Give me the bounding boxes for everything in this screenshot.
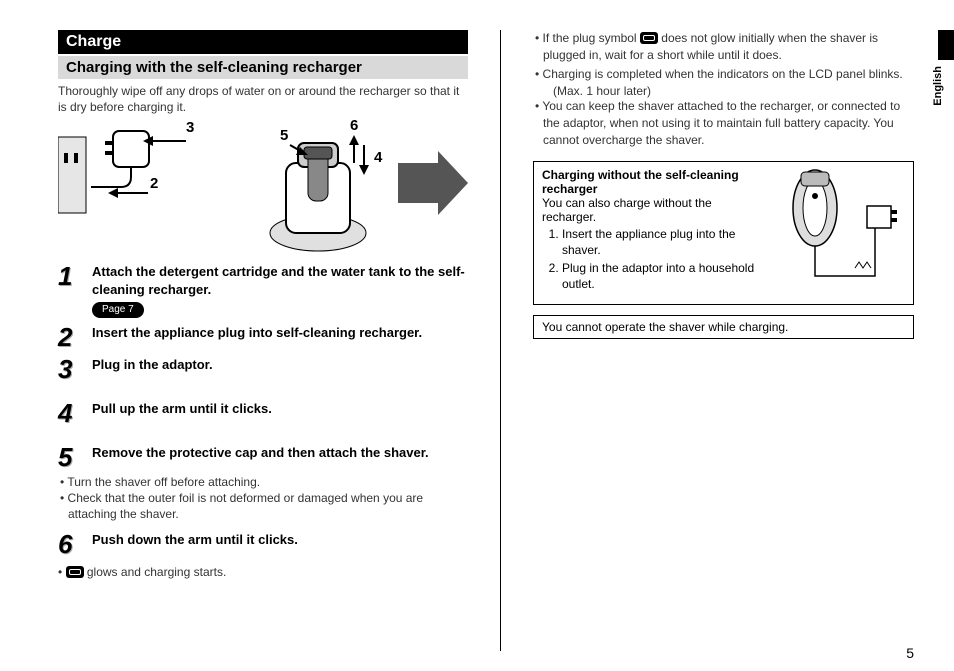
page: Charge Charging with the self-cleaning r… bbox=[0, 0, 954, 671]
step-5: 5 Remove the protective cap and then att… bbox=[58, 444, 468, 470]
step-text: Pull up the arm until it clicks. bbox=[92, 400, 272, 418]
page-number: 5 bbox=[906, 645, 914, 661]
note-item: You can keep the shaver attached to the … bbox=[533, 98, 914, 148]
charging-without-box: Charging without the self-cleaning recha… bbox=[533, 161, 914, 305]
note-item: Turn the shaver off before attaching. bbox=[58, 474, 468, 490]
glows-text: glows and charging starts. bbox=[84, 565, 227, 579]
glows-note: • glows and charging starts. bbox=[58, 565, 468, 579]
box-intro: You can also charge without the recharge… bbox=[542, 196, 757, 224]
language-tab: English bbox=[924, 30, 954, 100]
page-reference-badge: Page 7 bbox=[92, 302, 144, 318]
charge-heading: Charge bbox=[58, 30, 468, 54]
step-3: 3 Plug in the adaptor. bbox=[58, 356, 468, 382]
step-text: Remove the protective cap and then attac… bbox=[92, 444, 429, 462]
diagram-label-3: 3 bbox=[186, 119, 194, 136]
box-title: Charging without the self-cleaning recha… bbox=[542, 168, 757, 196]
step-number: 4 bbox=[58, 400, 82, 426]
right-notes-2: You can keep the shaver attached to the … bbox=[533, 98, 914, 148]
note-item: Check that the outer foil is not deforme… bbox=[58, 490, 468, 522]
box-steps: Insert the appliance plug into the shave… bbox=[542, 226, 757, 293]
column-divider bbox=[500, 30, 501, 651]
right-column: If the plug symbol does not glow initial… bbox=[533, 30, 914, 651]
box-step: Insert the appliance plug into the shave… bbox=[562, 226, 757, 258]
box-step: Plug in the adaptor into a household out… bbox=[562, 260, 757, 292]
plug-icon bbox=[66, 566, 84, 578]
step-number: 5 bbox=[58, 444, 82, 470]
step-number: 6 bbox=[58, 531, 82, 557]
note-prefix: If the plug symbol bbox=[543, 31, 640, 45]
plug-icon bbox=[640, 32, 658, 44]
subtitle-heading: Charging with the self-cleaning recharge… bbox=[58, 56, 468, 79]
direct-charge-diagram bbox=[765, 168, 905, 298]
left-column: Charge Charging with the self-cleaning r… bbox=[58, 30, 468, 651]
tab-marker bbox=[938, 30, 954, 60]
step-text: Plug in the adaptor. bbox=[92, 356, 213, 374]
language-label: English bbox=[932, 66, 944, 106]
step-text: Push down the arm until it clicks. bbox=[92, 531, 298, 549]
note-item: If the plug symbol does not glow initial… bbox=[533, 30, 914, 64]
step-text: Insert the appliance plug into self-clea… bbox=[92, 324, 422, 342]
step-number: 1 bbox=[58, 263, 82, 289]
diagram-label-4: 4 bbox=[374, 149, 382, 166]
step-6: 6 Push down the arm until it clicks. bbox=[58, 531, 468, 557]
note-item: Charging is completed when the indicator… bbox=[533, 66, 914, 83]
diagram-label-6: 6 bbox=[350, 117, 358, 134]
step-number: 2 bbox=[58, 324, 82, 350]
step-2: 2 Insert the appliance plug into self-cl… bbox=[58, 324, 468, 350]
warning-box: You cannot operate the shaver while char… bbox=[533, 315, 914, 339]
note-subline: (Max. 1 hour later) bbox=[533, 84, 914, 98]
right-notes: If the plug symbol does not glow initial… bbox=[533, 30, 914, 82]
charging-diagram: 3 2 5 6 4 bbox=[58, 123, 468, 253]
diagram-label-2: 2 bbox=[150, 175, 158, 192]
step-4: 4 Pull up the arm until it clicks. bbox=[58, 400, 468, 426]
step-number: 3 bbox=[58, 356, 82, 382]
step-text: Attach the detergent cartridge and the w… bbox=[92, 263, 468, 298]
step-1: 1 Attach the detergent cartridge and the… bbox=[58, 263, 468, 318]
intro-text: Thoroughly wipe off any drops of water o… bbox=[58, 83, 468, 115]
diagram-label-5: 5 bbox=[280, 127, 288, 144]
step5-notes: Turn the shaver off before attaching. Ch… bbox=[58, 474, 468, 523]
